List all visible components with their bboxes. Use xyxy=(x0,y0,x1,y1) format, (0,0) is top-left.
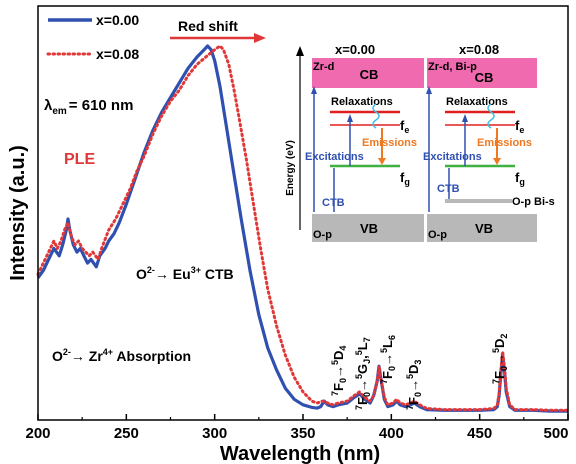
legend-label-x008: x=0.08 xyxy=(96,46,139,62)
panel1-title: x=0.00 xyxy=(335,42,375,57)
panel1-relax-label: Relaxations xyxy=(331,96,393,108)
panel1-ctb-label: CTB xyxy=(322,197,345,209)
panel2-vb-orbital: O-p xyxy=(428,229,447,241)
series-line-1 xyxy=(36,44,570,412)
legend-label-x000: x=0.00 xyxy=(96,12,139,28)
transition-label: 7F0→5D3 xyxy=(405,360,423,410)
panel2-excite-arrowhead xyxy=(462,114,468,122)
red-shift-arrowhead xyxy=(254,33,266,43)
x-tick-label: 450 xyxy=(467,425,492,442)
transition-label: 7F0→5D2 xyxy=(491,334,509,384)
ple-label: PLE xyxy=(64,151,95,168)
panel1-excite-arrowhead xyxy=(347,114,353,122)
panel2-fe: fe xyxy=(515,118,524,135)
panel1-emit-arrowhead xyxy=(378,158,386,165)
transition-label: 7F0→5L6 xyxy=(379,335,397,384)
panel2-title: x=0.08 xyxy=(459,42,499,57)
panel1-cb-orbital: Zr-d xyxy=(313,61,334,73)
transition-labels: 7F0→5D4 7F0→5GJ,5L7 7F0→5L6 7F0→5D3 7F0→5D2 xyxy=(330,334,509,410)
x-axis-ticks: 200 250 300 350 400 450 500 xyxy=(25,414,569,442)
panel2-ctb-label: CTB xyxy=(437,183,460,195)
panel1-fg: fg xyxy=(400,170,410,187)
panel1-emit-label: Emissions xyxy=(362,137,417,149)
panel1-vb-label: VB xyxy=(360,221,378,236)
energy-axis-arrowhead xyxy=(296,46,304,56)
panel2-cb-orbital: Zr-d, Bi-p xyxy=(428,61,477,73)
inset-panel-x000: x=0.00 CB Zr-d Relaxations fe Emissions … xyxy=(305,42,424,242)
red-shift-label: Red shift xyxy=(178,18,238,34)
panel1-ctb-arrowhead xyxy=(311,86,317,94)
panel1-relax-wave xyxy=(372,103,380,129)
red-shift-annotation: Red shift xyxy=(170,18,266,43)
x-tick-label: 300 xyxy=(202,425,227,442)
panel2-cb-label: CB xyxy=(475,70,494,85)
panel2-relax-label: Relaxations xyxy=(446,96,508,108)
panel1-vb-orbital: O-p xyxy=(313,229,332,241)
lambda-em-label: λem = 610 nm xyxy=(44,97,133,117)
x-tick-label: 400 xyxy=(379,425,404,442)
legend: x=0.00 x=0.08 xyxy=(46,12,139,62)
panel2-excite-label: Excitations xyxy=(423,151,482,163)
inset-band-diagram: Energy (eV) x=0.00 CB Zr-d Relaxations f… xyxy=(285,42,555,242)
x-tick-label: 350 xyxy=(290,425,315,442)
panel1-excite-label: Excitations xyxy=(305,151,364,163)
x-tick-label: 250 xyxy=(114,425,139,442)
panel1-cb-label: CB xyxy=(360,67,379,82)
x-axis-title: Wavelength (nm) xyxy=(220,443,380,464)
panel1-cb-band xyxy=(312,58,424,88)
panel1-fe: fe xyxy=(400,118,409,135)
panel2-vb-label: VB xyxy=(475,221,493,236)
energy-axis-label: Energy (eV) xyxy=(285,140,296,196)
panel2-fg: fg xyxy=(515,170,525,187)
plot-lines xyxy=(36,44,570,413)
ctb-annotation: O2-→ Eu3+ CTB xyxy=(136,265,234,282)
panel2-emit-arrowhead xyxy=(493,158,501,165)
absorption-annotation: O2-→ Zr4+ Absorption xyxy=(52,347,191,364)
inset-panel-x008: x=0.08 CB Zr-d, Bi-p Relaxations fe Emis… xyxy=(423,42,555,242)
transition-label: 7F0→5GJ,5L7 xyxy=(354,337,372,410)
panel2-bi-s-label: O-p Bi-s xyxy=(512,196,555,208)
panel2-vb-band xyxy=(427,214,537,242)
panel2-ctb-arrowhead xyxy=(426,86,432,94)
x-tick-label: 500 xyxy=(543,425,568,442)
x-tick-label: 200 xyxy=(25,425,50,442)
panel2-cb-band xyxy=(427,58,537,88)
transition-label: 7F0→5D4 xyxy=(330,346,348,396)
panel2-emit-label: Emissions xyxy=(477,137,532,149)
y-axis-title: Intensity (a.u.) xyxy=(7,145,29,281)
panel1-vb-band xyxy=(312,214,424,242)
panel2-relax-wave xyxy=(487,103,495,129)
